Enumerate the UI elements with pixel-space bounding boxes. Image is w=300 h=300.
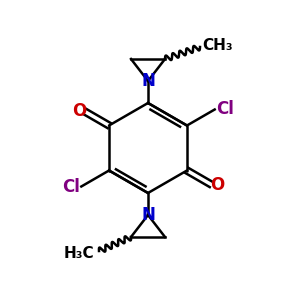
- Text: O: O: [210, 176, 224, 194]
- Text: Cl: Cl: [216, 100, 234, 118]
- Text: CH₃: CH₃: [203, 38, 233, 52]
- Text: N: N: [141, 206, 155, 224]
- Text: O: O: [72, 101, 86, 119]
- Text: N: N: [141, 72, 155, 90]
- Text: H₃C: H₃C: [64, 247, 94, 262]
- Text: Cl: Cl: [62, 178, 80, 196]
